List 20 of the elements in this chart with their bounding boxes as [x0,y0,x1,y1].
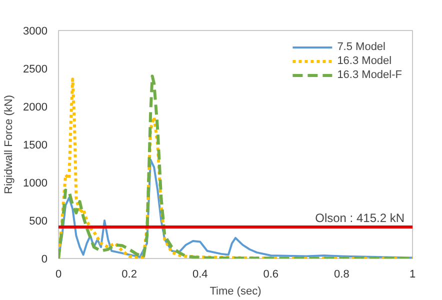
y-tick-label: 0 [41,254,48,266]
legend-label: 7.5 Model [337,40,386,54]
x-tick-label: 0.8 [334,268,350,280]
y-tick-label: 1500 [23,140,48,152]
legend-label: 16.3 Model-F [337,68,402,82]
y-tick-label: 500 [29,216,48,228]
legend-label: 16.3 Model [337,54,392,68]
x-tick-label: 0.2 [122,268,137,280]
y-tick-label: 2500 [23,64,48,76]
y-tick-label: 3000 [23,26,48,38]
y-axis-title: Rigidwall Force (kN) [3,94,16,194]
y-tick-label: 1000 [23,178,48,190]
y-tick-label: 2000 [23,102,48,114]
line-series [58,158,412,258]
x-tick-label: 0 [55,268,62,280]
x-axis-title: Time (sec) [210,286,262,298]
x-tick-label: 1 [409,268,416,280]
x-tick-label: 0.4 [192,268,208,280]
ref-line-label: Olson : 415.2 kN [315,210,405,225]
x-tick-label: 0.6 [263,268,279,280]
